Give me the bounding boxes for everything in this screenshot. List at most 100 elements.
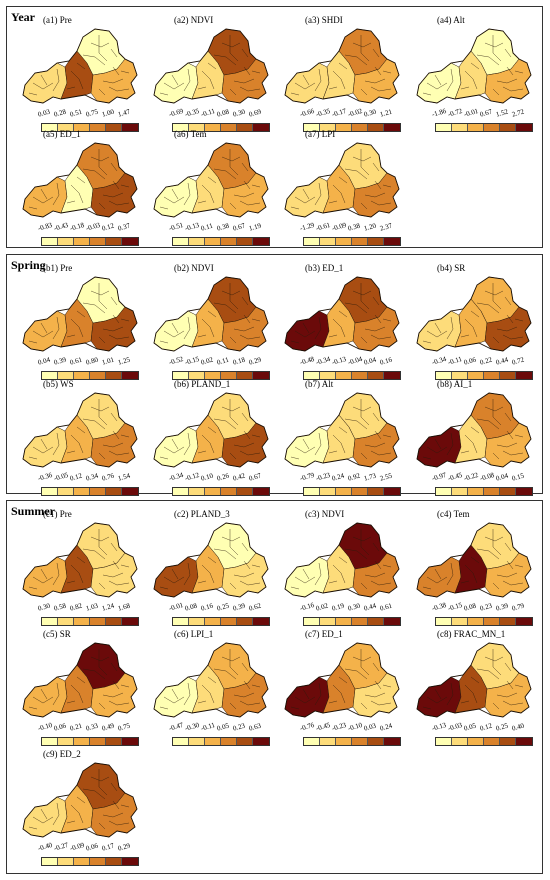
- county-boundary: [239, 700, 261, 706]
- county-boundary: [464, 318, 478, 338]
- legend-swatch: [384, 618, 400, 625]
- legend-tick: 0.37: [117, 221, 131, 233]
- basin-outline: [416, 28, 532, 104]
- county-boundary: [32, 446, 54, 454]
- legend-swatch: [384, 238, 400, 245]
- map-region: [22, 310, 68, 352]
- county-boundary: [76, 556, 86, 564]
- county-boundary: [197, 200, 207, 204]
- map-region: [153, 310, 199, 352]
- county-boundary: [102, 326, 124, 332]
- choropleth-map: [284, 642, 400, 718]
- county-boundary: [213, 548, 237, 560]
- legend-tick: 2.37: [379, 221, 393, 233]
- county-boundary: [66, 334, 76, 338]
- county-boundary: [464, 434, 478, 454]
- legend-swatch: [90, 488, 106, 495]
- county-boundary: [171, 688, 179, 700]
- map-panel: (b7) Alt -0.79 -0.23 0.24 0.92 1.73 2.55: [275, 379, 403, 504]
- county-boundary: [328, 200, 338, 204]
- map-region: [416, 310, 462, 352]
- basin-outline: [284, 392, 400, 468]
- county-boundary: [470, 426, 480, 434]
- county-boundary: [233, 192, 255, 198]
- legend-swatch: [304, 618, 320, 625]
- legend-swatch: [205, 618, 221, 625]
- county-boundary: [422, 706, 432, 710]
- county-boundary: [98, 822, 106, 830]
- county-boundary: [290, 92, 300, 96]
- panel-label: (b8) AI_1: [437, 379, 473, 389]
- color-legend: [172, 617, 270, 626]
- county-boundary: [52, 182, 60, 206]
- legend-tick: -0.17: [331, 106, 348, 119]
- county-boundary: [108, 450, 130, 456]
- legend-tick: 1.54: [117, 471, 131, 483]
- legend-swatch: [74, 858, 90, 865]
- legend-swatch: [516, 488, 532, 495]
- map-panel: (c8) FRAC_MN_1 -0.13 -0.03 0.05 0.12 0.25 0.40: [407, 629, 535, 754]
- county-boundary: [239, 334, 261, 340]
- legend-tick: 0.30: [347, 601, 361, 613]
- county-boundary: [496, 572, 518, 578]
- choropleth-map: [153, 392, 269, 468]
- county-boundary: [370, 200, 392, 206]
- county-boundary: [70, 804, 84, 824]
- county-boundary: [201, 684, 215, 704]
- legend-swatch: [368, 238, 384, 245]
- county-boundary: [514, 70, 524, 74]
- county-boundary: [183, 432, 191, 456]
- county-boundary: [98, 769, 108, 796]
- county-boundary: [241, 48, 249, 58]
- legend-tick-labels: -0.97 -0.45 -0.22 -0.08 0.04 0.15: [431, 469, 535, 485]
- basin-outline: [284, 522, 400, 598]
- map-region: [284, 310, 330, 352]
- county-boundary: [229, 35, 239, 62]
- map-panel: (a7) LPI -1.29 -0.61 -0.09 0.38 1.20 2.37: [275, 129, 403, 254]
- legend-swatch: [58, 738, 74, 745]
- county-boundary: [352, 42, 372, 48]
- legend-tick: 0.10: [200, 471, 214, 483]
- county-boundary: [233, 326, 255, 332]
- county-boundary: [171, 322, 179, 334]
- color-legend: [41, 237, 139, 246]
- legend-tick: 0.24: [331, 471, 345, 483]
- legend-tick: 1.19: [248, 221, 262, 233]
- county-boundary: [506, 430, 514, 440]
- county-boundary: [470, 676, 480, 684]
- map-region: [416, 62, 462, 104]
- county-boundary: [70, 564, 84, 584]
- legend-tick: 0.67: [479, 107, 493, 119]
- county-boundary: [163, 576, 185, 584]
- county-boundary: [201, 184, 215, 204]
- county-boundary: [112, 180, 120, 190]
- county-boundary: [110, 412, 118, 422]
- county-boundary: [243, 314, 251, 324]
- legend-tick: 0.49: [101, 721, 115, 733]
- legend-swatch: [516, 738, 532, 745]
- county-boundary: [360, 88, 368, 96]
- legend-swatch: [237, 372, 253, 379]
- county-boundary: [108, 580, 130, 586]
- county-boundary: [492, 283, 502, 310]
- panel-label: (c7) ED_1: [305, 629, 343, 639]
- county-boundary: [197, 580, 207, 584]
- county-boundary: [470, 310, 480, 318]
- legend-tick: 0.19: [331, 601, 345, 613]
- legend-tick: 0.72: [511, 355, 525, 367]
- county-boundary: [514, 564, 524, 568]
- county-boundary: [110, 162, 118, 172]
- county-boundary: [338, 426, 348, 434]
- legend-swatch: [468, 488, 484, 495]
- county-boundary: [360, 529, 370, 556]
- choropleth-map: [153, 642, 269, 718]
- county-boundary: [207, 676, 217, 684]
- county-boundary: [112, 680, 120, 690]
- basin-outline: [284, 28, 400, 104]
- color-legend: [303, 487, 401, 496]
- county-boundary: [229, 202, 237, 210]
- choropleth-map: [416, 276, 532, 352]
- county-boundary: [171, 568, 179, 580]
- section-title: Spring: [11, 258, 46, 272]
- map-region: [22, 556, 68, 598]
